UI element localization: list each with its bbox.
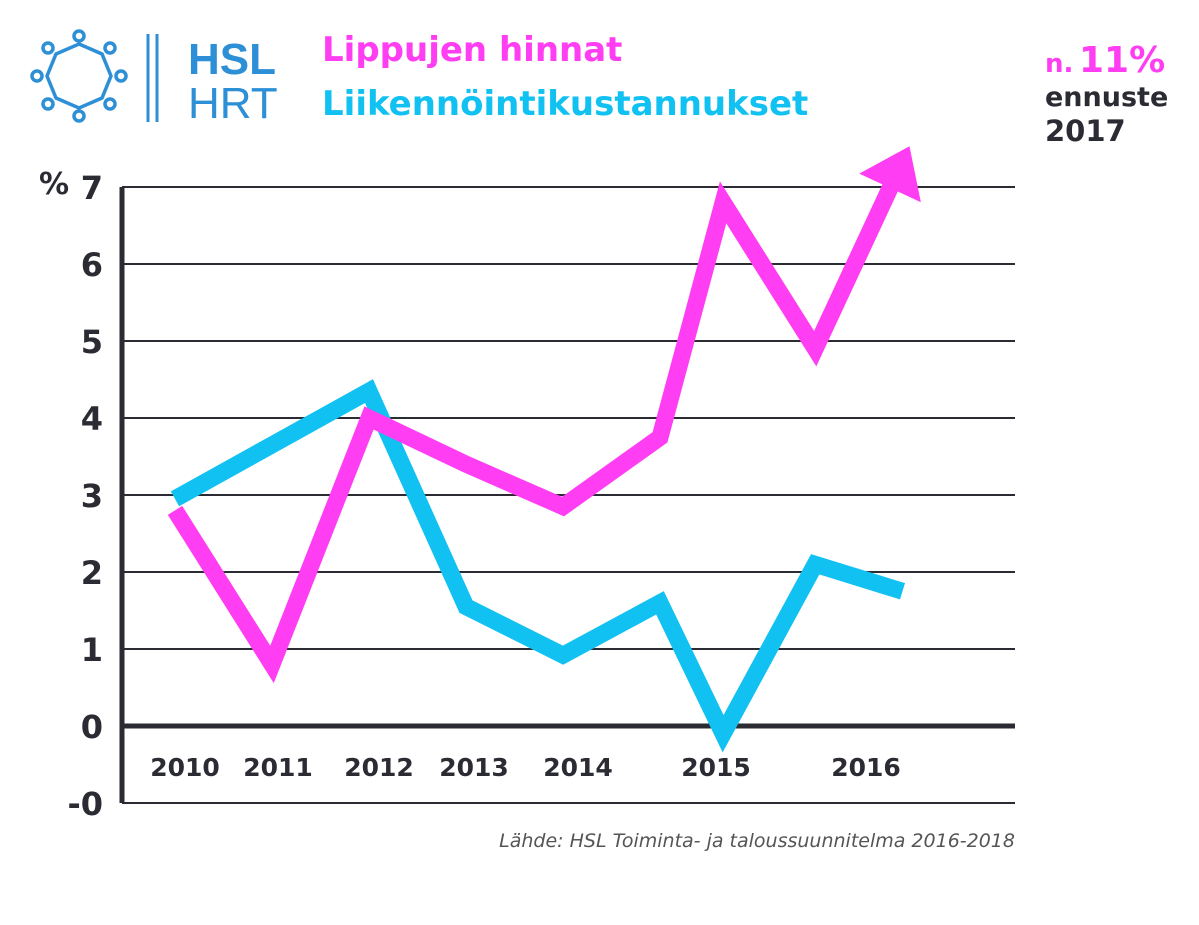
- hsl-sun-logo-icon: [30, 29, 128, 123]
- series-lines: [167, 146, 921, 753]
- y-tick-label: -0: [67, 785, 103, 823]
- x-axis-tick-labels: 2010 2011 2012 2013 2014 2015 2016: [150, 753, 901, 782]
- y-tick-label: 4: [81, 400, 103, 438]
- x-tick-label: 2013: [439, 753, 509, 782]
- logo-text-hsl: HSL: [188, 35, 276, 84]
- forecast-value-line: n. 11%: [1045, 40, 1165, 81]
- legend-operating-costs: Liikennöintikustannukset: [322, 84, 809, 124]
- forecast-year: 2017: [1045, 114, 1126, 148]
- x-tick-label: 2012: [344, 753, 414, 782]
- x-tick-label: 2015: [681, 753, 751, 782]
- x-tick-label: 2016: [831, 753, 901, 782]
- logo-text-hrt: HRT: [188, 79, 278, 128]
- y-tick-label: 3: [81, 477, 103, 515]
- x-tick-label: 2010: [150, 753, 220, 782]
- source-note: Lähde: HSL Toiminta- ja taloussuunnitelm…: [499, 830, 1015, 852]
- logo-divider: [146, 34, 159, 122]
- forecast-label: ennuste: [1045, 82, 1169, 113]
- hsl-hrt-logo: HSL HRT: [30, 29, 278, 128]
- y-tick-label: 6: [81, 246, 103, 284]
- x-tick-label: 2014: [543, 753, 613, 782]
- ticket-prices-arrowhead: [859, 146, 921, 203]
- y-tick-label: 5: [81, 323, 103, 361]
- ticket-prices-line: [167, 168, 906, 684]
- x-tick-label: 2011: [243, 753, 313, 782]
- forecast-value: 11%: [1078, 40, 1166, 81]
- y-tick-label: 0: [81, 708, 103, 746]
- y-tick-label: 2: [81, 554, 103, 592]
- forecast-prefix: n.: [1045, 49, 1074, 79]
- y-tick-label: 7: [81, 169, 103, 207]
- legend-ticket-prices: Lippujen hinnat: [322, 30, 623, 70]
- y-axis-unit-label: %: [39, 167, 69, 202]
- y-tick-label: 1: [81, 631, 103, 669]
- operating-costs-line: [170, 379, 906, 753]
- y-axis-tick-labels: -0 0 1 2 3 4 5 6 7: [67, 169, 103, 823]
